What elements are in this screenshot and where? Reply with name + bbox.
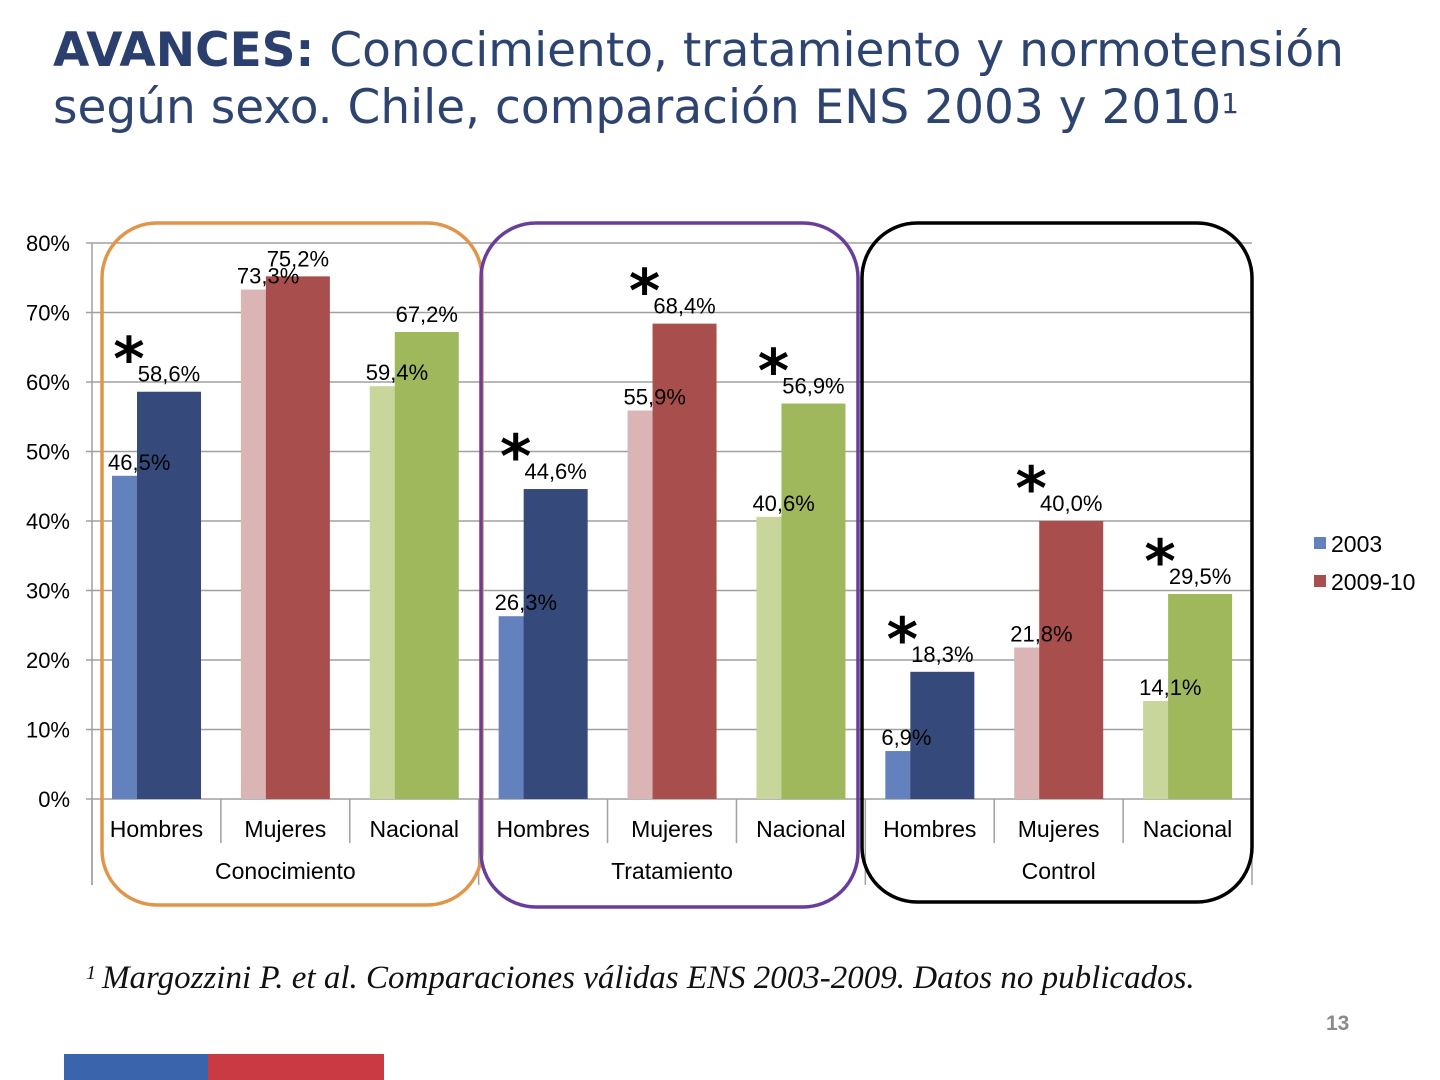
bar-2009-10 <box>1168 593 1233 799</box>
data-label-2009-10: 56,9% <box>782 374 844 399</box>
bar-2009-10 <box>523 489 588 799</box>
data-label-2009-10: 40,0% <box>1040 491 1102 516</box>
y-tick-label: 50% <box>26 440 70 465</box>
footnote: 1 Margozzini P. et al. Comparaciones váli… <box>86 960 1195 997</box>
data-label-2003: 40,6% <box>752 491 814 516</box>
data-label-2003: 26,3% <box>495 590 557 615</box>
y-tick-label: 20% <box>26 648 70 673</box>
legend-swatch <box>1314 575 1326 587</box>
significance-asterisk: * <box>629 257 660 327</box>
y-tick-label: 70% <box>26 301 70 326</box>
category-label: Nacional <box>756 816 846 842</box>
title-text: Conocimiento, tratamiento y normotensión… <box>53 23 1344 135</box>
data-label-2003: 59,4% <box>366 360 428 385</box>
bar-2009-10 <box>394 331 459 799</box>
category-label: Mujeres <box>244 816 326 842</box>
category-label: Nacional <box>369 816 459 842</box>
title-superscript: 1 <box>1221 87 1239 120</box>
footnote-superscript: 1 <box>86 962 96 984</box>
significance-asterisk: * <box>113 325 144 395</box>
footnote-text: Margozzini P. et al. Comparaciones válid… <box>102 960 1195 996</box>
data-label-2003: 14,1% <box>1139 675 1201 700</box>
y-tick-label: 60% <box>26 370 70 395</box>
category-label: Nacional <box>1143 816 1233 842</box>
y-tick-label: 10% <box>26 718 70 743</box>
significance-asterisk: * <box>1144 527 1175 597</box>
bar-2009-10 <box>781 403 846 799</box>
data-label-2009-10: 68,4% <box>653 294 715 319</box>
data-label-2003: 6,9% <box>881 725 931 750</box>
data-label-2003: 55,9% <box>624 384 686 409</box>
category-label: Mujeres <box>631 816 713 842</box>
bar-2009-10 <box>1039 521 1104 799</box>
footer-bar-red <box>208 1054 384 1080</box>
significance-asterisk: * <box>758 337 789 407</box>
group-label: Control <box>1022 858 1096 884</box>
group-label: Tratamiento <box>611 858 733 884</box>
data-label-2003: 73,3% <box>237 264 299 289</box>
bar-2009-10 <box>652 323 717 799</box>
category-label: Hombres <box>110 816 203 842</box>
data-label-2003: 21,8% <box>1010 621 1072 646</box>
legend-label: 2003 <box>1331 531 1382 557</box>
legend-swatch <box>1314 537 1326 549</box>
bar-chart: 0%10%20%30%40%50%60%70%80%46,5%58,6%*Hom… <box>26 221 1415 909</box>
significance-asterisk: * <box>500 422 531 492</box>
y-tick-label: 40% <box>26 509 70 534</box>
category-label: Hombres <box>883 816 976 842</box>
y-tick-label: 0% <box>38 787 70 812</box>
footer-bar-blue <box>64 1054 208 1080</box>
group-highlight-box <box>479 221 860 909</box>
group-highlight-box <box>860 221 1254 904</box>
bar-2009-10 <box>910 671 975 799</box>
data-label-2009-10: 29,5% <box>1169 564 1231 589</box>
data-label-2009-10: 44,6% <box>524 459 586 484</box>
group-label: Conocimiento <box>215 858 356 884</box>
slide-title: AVANCES: Conocimiento, tratamiento y nor… <box>53 22 1393 136</box>
category-label: Mujeres <box>1018 816 1100 842</box>
data-label-2009-10: 75,2% <box>267 246 329 271</box>
significance-asterisk: * <box>887 605 918 675</box>
y-tick-label: 30% <box>26 579 70 604</box>
significance-asterisk: * <box>1016 454 1047 524</box>
title-bold: AVANCES: <box>53 23 315 78</box>
data-label-2009-10: 58,6% <box>138 362 200 387</box>
data-label-2003: 46,5% <box>108 450 170 475</box>
data-label-2009-10: 18,3% <box>911 642 973 667</box>
bar-2009-10 <box>137 391 201 799</box>
y-tick-label: 80% <box>26 231 70 256</box>
data-label-2009-10: 67,2% <box>396 302 458 327</box>
bar-2009-10 <box>265 276 330 799</box>
legend-label: 2009-10 <box>1331 569 1415 595</box>
page-number: 13 <box>1326 1012 1350 1035</box>
category-label: Hombres <box>496 816 589 842</box>
